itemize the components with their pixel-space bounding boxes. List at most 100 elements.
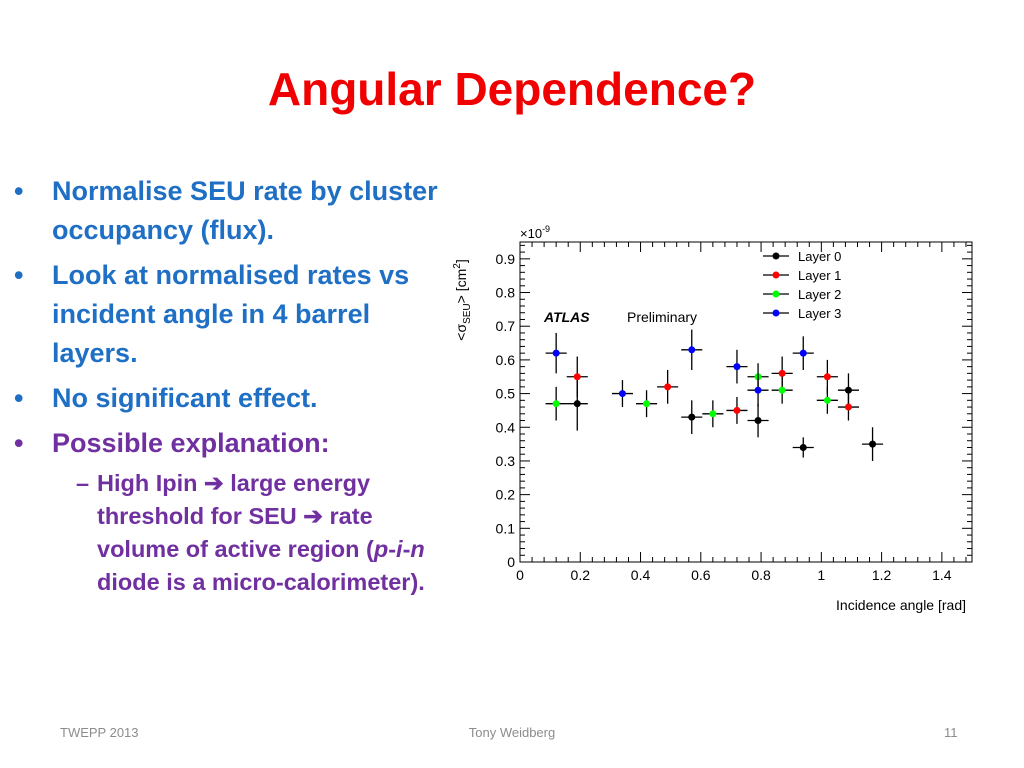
sub-text-dash: - xyxy=(388,536,397,562)
point-marker xyxy=(618,390,626,398)
sub-bullet-dash: – xyxy=(76,470,90,496)
data-point xyxy=(862,427,884,461)
y-tick-label: 0.7 xyxy=(496,318,516,334)
point-marker xyxy=(709,410,717,418)
point-marker xyxy=(778,369,786,377)
sub-text-p: p xyxy=(373,536,389,562)
slide-number: 11 xyxy=(944,725,958,740)
bullet-item: • Normalise SEU rate by cluster occupancy… xyxy=(14,172,454,250)
legend-entry: Layer 0 xyxy=(763,249,841,264)
bullet-dot: • xyxy=(14,428,24,458)
bullet-text: No significant effect. xyxy=(52,383,318,413)
x-tick-label: 1.2 xyxy=(872,567,892,583)
data-point xyxy=(681,400,703,434)
sub-text-2: large energy threshold for SEU xyxy=(97,470,371,529)
legend-marker xyxy=(772,252,780,260)
legend-label: Layer 2 xyxy=(798,287,841,302)
data-point xyxy=(747,403,769,438)
point-marker xyxy=(733,363,741,371)
data-point xyxy=(771,376,793,404)
bullet-item: • Look at normalised rates vs incident an… xyxy=(14,256,454,373)
bullet-dot: • xyxy=(14,260,24,290)
footer-left: TWEPP 2013 xyxy=(60,725,139,740)
axis-tick-labels: 0 0.2 0.4 0.6 0.8 1 1.2 1.4 0 0.1 0.2 0.3 0.4 0.5 0.6 0… xyxy=(496,251,952,583)
x-tick-label: 1.4 xyxy=(932,567,952,583)
point-marker xyxy=(778,386,786,394)
data-point xyxy=(545,332,567,374)
data-point xyxy=(636,390,658,418)
data-point xyxy=(545,386,567,421)
y-tick-label: 0.1 xyxy=(496,520,516,536)
legend-marker xyxy=(772,271,780,279)
sub-text-i: i xyxy=(396,536,403,562)
legend-label: Layer 1 xyxy=(798,268,841,283)
y-multiplier: ×10-9 xyxy=(520,224,550,241)
legend-entry: Layer 2 xyxy=(763,287,841,302)
sub-bullet-list: – High Ipin ➔ large energy threshold for … xyxy=(52,467,454,599)
point-marker xyxy=(573,373,581,381)
legend-label: Layer 3 xyxy=(798,306,841,321)
sub-bullet-item: – High Ipin ➔ large energy threshold for … xyxy=(52,467,454,599)
legend-marker xyxy=(772,309,780,317)
point-marker xyxy=(823,373,831,381)
point-marker xyxy=(552,349,560,357)
point-marker xyxy=(823,396,831,404)
point-marker xyxy=(869,440,877,448)
axis-ticks xyxy=(519,242,972,563)
legend: Layer 0 Layer 1 Layer 2 Layer 3 xyxy=(763,249,841,321)
data-point xyxy=(702,400,724,428)
arrow-icon: ➔ xyxy=(204,470,224,496)
data-points xyxy=(545,329,884,461)
x-tick-label: 1 xyxy=(817,567,825,583)
bullet-dot: • xyxy=(14,383,24,413)
data-point xyxy=(816,386,838,414)
y-tick-label: 0.8 xyxy=(496,285,516,301)
x-tick-label: 0.2 xyxy=(571,567,591,583)
x-tick-label: 0.4 xyxy=(631,567,651,583)
x-axis-label: Incidence angle [rad] xyxy=(836,597,966,613)
y-tick-label: 0.6 xyxy=(496,352,516,368)
y-tick-label: 0.5 xyxy=(496,386,516,402)
data-point xyxy=(792,336,814,370)
y-tick-label: 0.2 xyxy=(496,487,516,503)
arrow-icon: ➔ xyxy=(303,503,323,529)
data-point xyxy=(792,437,814,458)
plot-frame xyxy=(519,241,973,563)
data-point xyxy=(837,393,859,421)
x-tick-label: 0.6 xyxy=(691,567,711,583)
bullet-text: Normalise SEU rate by cluster occupancy … xyxy=(52,176,438,245)
point-marker xyxy=(664,383,672,391)
point-marker xyxy=(688,346,696,354)
point-marker xyxy=(643,400,651,408)
footer-center: Tony Weidberg xyxy=(468,725,556,740)
point-marker xyxy=(552,400,560,408)
y-tick-label: 0 xyxy=(507,554,515,570)
legend-entry: Layer 3 xyxy=(763,306,841,321)
y-tick-label: 0.3 xyxy=(496,453,516,469)
point-marker xyxy=(844,386,852,394)
data-point xyxy=(657,370,679,404)
data-point xyxy=(747,373,769,408)
point-marker xyxy=(844,403,852,411)
bullet-text: Possible explanation: xyxy=(52,428,330,458)
sub-text-dash: - xyxy=(402,536,411,562)
legend-marker xyxy=(772,290,780,298)
bullet-list: • Normalise SEU rate by cluster occupancy… xyxy=(14,172,454,605)
sub-text-n: n xyxy=(410,536,425,562)
bullet-item: • No significant effect. xyxy=(14,379,454,418)
bullet-item: • Possible explanation: – High Ipin ➔ larg… xyxy=(14,424,454,599)
point-marker xyxy=(733,406,741,414)
x-tick-label: 0.8 xyxy=(751,567,771,583)
data-point xyxy=(566,356,588,397)
chart-container: 0 0.2 0.4 0.6 0.8 1 1.2 1.4 0 0.1 0.2 0.3 0.4 0.5 0.6 0… xyxy=(450,218,990,618)
data-point xyxy=(681,329,703,370)
slide-title: Angular Dependence? xyxy=(267,63,757,115)
y-tick-label: 0.9 xyxy=(496,251,516,267)
point-marker xyxy=(573,400,581,408)
point-marker xyxy=(799,443,807,451)
point-marker xyxy=(754,386,762,394)
atlas-label: ATLAS xyxy=(543,309,590,325)
point-marker xyxy=(799,349,807,357)
y-tick-label: 0.4 xyxy=(496,419,516,435)
bullet-text: Look at normalised rates vs incident ang… xyxy=(52,260,410,368)
